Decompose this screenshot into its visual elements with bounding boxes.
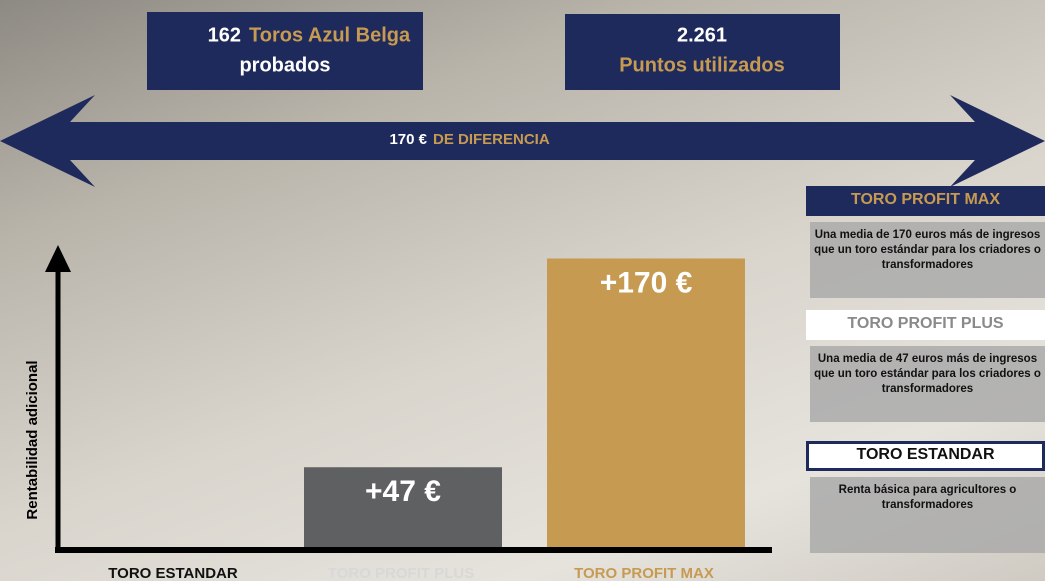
legend-text: Una media de 47 euros más de ingresos qu…	[810, 346, 1045, 422]
header-number: 2.261	[677, 24, 727, 46]
header-text: Puntos utilizados	[619, 54, 785, 76]
legend-text: Renta básica para agricultores o transfo…	[810, 477, 1045, 553]
y-axis-arrow	[45, 245, 71, 272]
y-axis-label: Rentabilidad adicional	[24, 360, 41, 519]
header-text: Toros Azul Belga	[249, 24, 411, 46]
difference-amount: 170 €	[389, 131, 427, 148]
legend-title: TORO ESTANDAR	[806, 441, 1045, 471]
legend-title: TORO PROFIT PLUS	[806, 310, 1045, 340]
x-tick-label: TORO PROFIT PLUS	[328, 565, 474, 581]
legend-title: TORO PROFIT MAX	[806, 186, 1045, 216]
difference-text: DE DIFERENCIA	[433, 131, 550, 148]
header-number: 162	[208, 24, 241, 46]
x-tick-label: TORO ESTANDAR	[108, 565, 238, 581]
infographic: 162 Toros Azul Belga probados 2.261 Punt…	[0, 0, 1045, 581]
x-tick-label: TORO PROFIT MAX	[574, 565, 714, 581]
header-text: probados	[239, 54, 330, 76]
value-label: +47 €	[365, 475, 441, 508]
legend-text: Una media de 170 euros más de ingresos q…	[810, 222, 1045, 298]
value-label: +170 €	[600, 266, 693, 299]
bar	[547, 258, 745, 547]
